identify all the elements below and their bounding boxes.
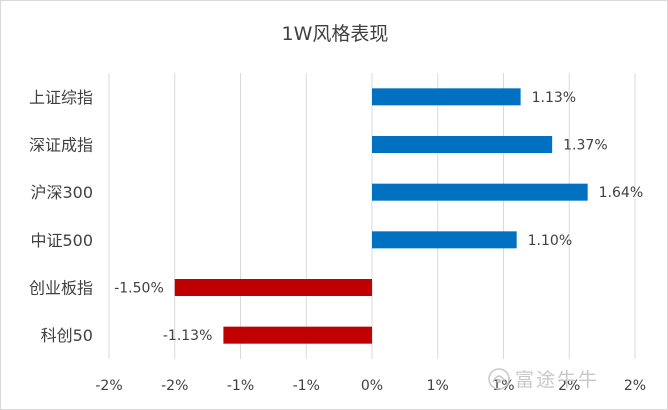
x-tick-label: 0% bbox=[361, 378, 383, 394]
watermark: 富途牛牛 bbox=[488, 368, 599, 391]
data-label: 1.10% bbox=[528, 233, 572, 249]
category-label: 中证500 bbox=[30, 231, 93, 250]
data-label: 1.13% bbox=[532, 90, 576, 106]
bar bbox=[372, 183, 588, 201]
data-label: -1.13% bbox=[163, 328, 213, 344]
category-label: 深证成指 bbox=[29, 136, 93, 155]
watermark-text: 富途牛牛 bbox=[515, 369, 599, 391]
x-tick-label: 1% bbox=[427, 378, 449, 394]
x-tick-label: 2% bbox=[558, 378, 580, 394]
x-tick-labels: -2% -2% -1% -1% 0% 1% 1% 2% 2% bbox=[95, 378, 646, 394]
category-label: 上证综指 bbox=[29, 88, 93, 107]
futu-logo-icon bbox=[488, 368, 510, 390]
data-label: 1.37% bbox=[563, 138, 607, 154]
x-tick-label: -1% bbox=[227, 378, 254, 394]
bar bbox=[372, 136, 553, 153]
bar bbox=[174, 279, 372, 296]
bar bbox=[372, 88, 521, 106]
chart-title: 1W风格表现 bbox=[282, 23, 389, 45]
bar bbox=[223, 326, 372, 344]
category-label: 创业板指 bbox=[29, 279, 93, 298]
x-tick-label: -2% bbox=[161, 378, 188, 394]
bars bbox=[174, 88, 588, 344]
x-tick-label: -2% bbox=[95, 378, 122, 394]
bar bbox=[372, 231, 517, 249]
category-label: 科创50 bbox=[41, 326, 93, 345]
grid-lines bbox=[108, 73, 636, 359]
x-tick-label: -1% bbox=[293, 378, 320, 394]
data-labels: 1.13% 1.37% 1.64% 1.10% -1.50% -1.13% bbox=[114, 90, 643, 344]
x-tick-label: 2% bbox=[624, 378, 646, 394]
data-label: 1.64% bbox=[599, 185, 643, 201]
data-label: -1.50% bbox=[114, 281, 164, 297]
category-label: 沪深300 bbox=[30, 183, 93, 202]
